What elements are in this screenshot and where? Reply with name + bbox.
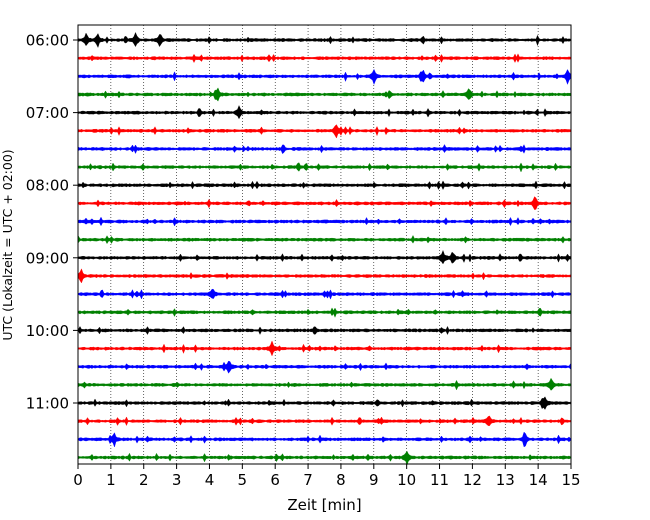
y-tick-label: 07:00 <box>26 104 69 122</box>
x-tick-label: 0 <box>73 471 83 489</box>
y-axis-label: UTC (Lokalzeit = UTC + 02:00) <box>0 149 15 340</box>
x-tick-label: 12 <box>463 471 482 489</box>
x-axis-ticks: 0 1 2 3 4 5 6 7 8 9 10 11 12 13 14 15 <box>73 464 581 489</box>
x-tick-label: 9 <box>369 471 379 489</box>
y-tick-label: 10:00 <box>26 322 69 340</box>
x-tick-label: 2 <box>139 471 149 489</box>
x-tick-label: 7 <box>303 471 313 489</box>
y-tick-label: 11:00 <box>26 395 69 413</box>
y-tick-label: 06:00 <box>26 32 69 50</box>
y-axis-ticks: 06:00 07:00 08:00 09:00 10:00 11:00 <box>26 32 78 413</box>
x-tick-label: 8 <box>336 471 346 489</box>
plot-area-frame <box>77 24 572 465</box>
x-tick-label: 3 <box>172 471 182 489</box>
x-tick-label: 10 <box>397 471 416 489</box>
y-tick-label: 08:00 <box>26 177 69 195</box>
x-tick-label: 6 <box>270 471 280 489</box>
x-tick-label: 11 <box>430 471 449 489</box>
x-tick-label: 14 <box>529 471 548 489</box>
x-axis-label: Zeit [min] <box>287 496 361 514</box>
vertical-grid <box>110 25 539 464</box>
x-tick-label: 13 <box>496 471 515 489</box>
y-tick-label: 09:00 <box>26 249 69 267</box>
x-tick-label: 5 <box>238 471 248 489</box>
x-tick-label: 4 <box>205 471 215 489</box>
x-tick-label: 15 <box>561 471 580 489</box>
x-tick-label: 1 <box>106 471 116 489</box>
